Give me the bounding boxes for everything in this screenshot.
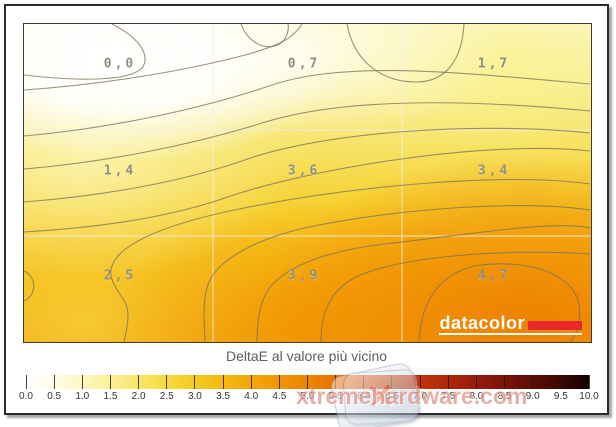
- contour-value-label: 3,4: [477, 163, 511, 179]
- colorbar-tick-label: 8.0: [469, 391, 484, 402]
- colorbar-tick-label: 3.0: [187, 391, 202, 402]
- contour-value-label: 3,9: [287, 268, 321, 284]
- grid-lines: [24, 24, 591, 342]
- colorbar-tick-label: 2.0: [131, 391, 146, 402]
- colorbar-tick-label: 7.5: [441, 391, 456, 402]
- datacolor-logo-text: datacolor: [439, 313, 525, 333]
- colorbar-tick-label: 4.0: [244, 391, 259, 402]
- colorbar-tick: [475, 375, 477, 389]
- watermark-text: xtremehardware.com: [296, 383, 528, 409]
- colorbar-tick-label: 2.5: [159, 391, 174, 402]
- colorbar-tick-label: 7.0: [413, 391, 428, 402]
- colorbar-tick: [447, 375, 449, 389]
- colorbar-tick-label: 0.5: [47, 391, 62, 402]
- contour-value-label: 0,7: [287, 56, 321, 72]
- contour-value-label: 1,4: [103, 163, 137, 179]
- colorbar-tick-label: 9.0: [525, 391, 540, 402]
- colorbar-tick: [419, 375, 421, 389]
- colorbar-tick-label: 4.5: [272, 391, 287, 402]
- colorbar-tick: [588, 375, 590, 389]
- colorbar-tick: [278, 375, 280, 389]
- colorbar-tick: [504, 375, 506, 389]
- colorbar-tick: [222, 375, 224, 389]
- colorbar-tick-label: 3.5: [216, 391, 230, 402]
- datacolor-logo: datacolor: [439, 313, 582, 335]
- contour-lines-svg: [24, 24, 591, 342]
- contour-value-label: 0,0: [103, 56, 137, 72]
- colorbar-tick: [25, 375, 27, 389]
- colorbar-tick-label: 9.5: [553, 391, 568, 402]
- colorbar-tick: [250, 375, 252, 389]
- contour-line-group: [24, 24, 591, 342]
- datacolor-logo-redbar: [528, 321, 582, 330]
- contour-value-label: 3,6: [287, 163, 321, 179]
- chart-title: DeltaE al valore più vicino: [225, 348, 388, 364]
- colorbar-tick-label: 0.0: [19, 391, 33, 402]
- colorbar-tick: [560, 375, 562, 389]
- colorbar-tick: [138, 375, 140, 389]
- plot-area: datacolor 0,0 0,7 1,7 1,4 3,6 3,4 2,5 3,9 4,7: [23, 23, 592, 343]
- chart-window: datacolor 0,0 0,7 1,7 1,4 3,6 3,4 2,5 3,9 4,7 De…: [4, 4, 609, 415]
- colorbar-tick: [81, 375, 83, 389]
- contour-value-label: 4,7: [477, 268, 511, 284]
- colorbar-tick: [166, 375, 168, 389]
- colorbar-tick-label: 10.0: [579, 391, 599, 402]
- colorbar-tick: [194, 375, 196, 389]
- contour-value-label: 2,5: [103, 268, 137, 284]
- colorbar-tick: [109, 375, 111, 389]
- colorbar-tick-label: 5.0: [300, 391, 315, 402]
- colorbar-tick-label: 1.5: [103, 391, 118, 402]
- colorbar-tick: [53, 375, 55, 389]
- colorbar-tick-label: 1.0: [75, 391, 90, 402]
- colorbar-tick: [532, 375, 534, 389]
- contour-value-label: 1,7: [477, 56, 511, 72]
- colorbar-tick: [307, 375, 308, 389]
- colorbar-tick-label: 8.5: [497, 391, 512, 402]
